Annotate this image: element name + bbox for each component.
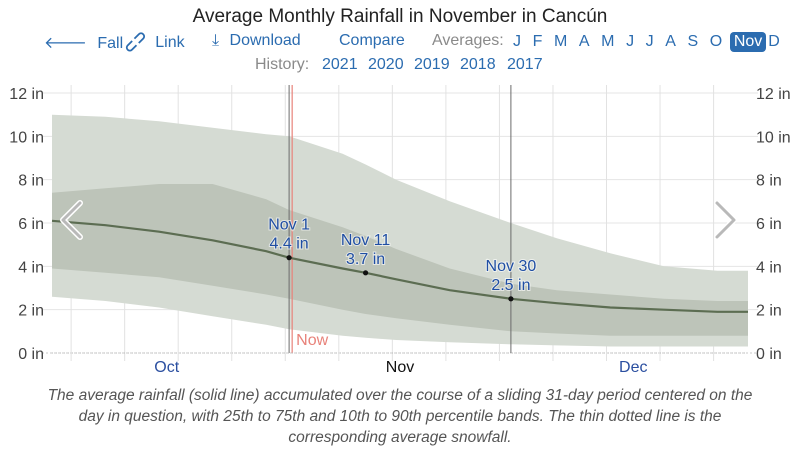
- month-label-nov: Nov: [386, 359, 414, 376]
- y-tick-label-right: 0 in: [756, 346, 782, 363]
- arrow-left-icon: 🡐: [44, 35, 87, 52]
- history-year-2020[interactable]: 2020: [368, 56, 404, 73]
- chevron-right-icon-outline: [714, 200, 737, 240]
- download-label: Download: [229, 32, 301, 49]
- month-link-10[interactable]: O: [709, 33, 723, 50]
- data-point: [286, 255, 292, 261]
- y-tick-label-right: 2 in: [756, 303, 782, 320]
- chevron-left-icon: [61, 201, 82, 239]
- percentile-bands: [52, 114, 748, 347]
- date-markers: Now: [288, 85, 512, 353]
- history-label: History:: [255, 56, 310, 73]
- now-label: Now: [296, 332, 328, 349]
- y-tick-label-right: 8 in: [756, 173, 782, 190]
- y-tick-label-right: 4 in: [756, 259, 782, 276]
- month-link-9[interactable]: S: [687, 33, 699, 50]
- history-year-2021[interactable]: 2021: [322, 56, 358, 73]
- annotation-date: Nov 1: [268, 217, 310, 234]
- axes: 0 in 0 in 2 in 2 in 4 in 4 in 6 in 6 in 8 in 8 in…: [9, 86, 790, 376]
- chart-navigation: [60, 200, 737, 240]
- month-link-3[interactable]: M: [553, 33, 568, 50]
- prev-period-button[interactable]: [60, 200, 83, 240]
- y-tick-label-left: 0 in: [18, 346, 44, 363]
- y-tick-label-left: 6 in: [18, 216, 44, 233]
- chevron-right-icon: [715, 201, 736, 239]
- next-period-button[interactable]: [714, 200, 737, 240]
- download-icon: ⤓: [212, 32, 220, 49]
- data-point: [508, 296, 514, 302]
- y-tick-label-right: 12 in: [756, 86, 791, 103]
- averages-label: Averages:: [432, 32, 504, 49]
- history-year-2019[interactable]: 2019: [414, 56, 450, 73]
- back-fall-link[interactable]: 🡐 Fall: [44, 32, 123, 53]
- link-button[interactable]: ⊂⊃ Link: [120, 27, 185, 58]
- download-button[interactable]: ⤓ Download: [212, 32, 301, 50]
- month-link-4[interactable]: A: [578, 33, 590, 50]
- month-label-dec: Dec: [619, 359, 647, 376]
- annotation-value: 2.5 in: [491, 277, 530, 294]
- annotation-value: 3.7 in: [346, 251, 385, 268]
- data-point: [362, 270, 369, 276]
- month-link-8[interactable]: A: [665, 33, 676, 50]
- page-title: Average Monthly Rainfall in November in …: [192, 6, 608, 27]
- band-25th-75th: [52, 184, 748, 336]
- history-year-2018[interactable]: 2018: [460, 56, 496, 73]
- chart-caption: The average rainfall (solid line) accumu…: [47, 387, 753, 446]
- rainfall-chart: Now 0 in 0 in 2 in 2 in 4 in 4 in 6 in 6 in 8 in…: [9, 85, 791, 376]
- back-fall-label: Fall: [97, 35, 124, 52]
- month-link-5[interactable]: M: [601, 33, 615, 50]
- month-links: J F M A M J J A S O Nov D: [513, 32, 791, 52]
- y-tick-label-left: 10 in: [9, 129, 44, 146]
- y-tick-label-left: 12 in: [9, 86, 44, 103]
- series-lines: [51, 219, 748, 354]
- y-tick-label-left: 2 in: [18, 303, 44, 320]
- annotations: Nov 1 4.4 in Nov 11 3.7 in Nov 30 2.5 in: [267, 216, 537, 302]
- y-tick-label-right: 6 in: [756, 216, 782, 233]
- month-link-1[interactable]: J: [513, 33, 521, 50]
- month-link-6[interactable]: J: [626, 33, 635, 50]
- annotation-date: Nov 11: [341, 232, 391, 249]
- y-tick-label-right: 10 in: [756, 129, 791, 146]
- annotation-date: Nov 30: [486, 258, 537, 275]
- y-tick-label-left: 4 in: [18, 259, 44, 276]
- month-link-7[interactable]: J: [645, 33, 654, 50]
- history-year-2017[interactable]: 2017: [507, 56, 543, 73]
- month-link-12[interactable]: D: [768, 33, 780, 50]
- band-10th-90th: [52, 114, 748, 347]
- y-tick-label-left: 8 in: [18, 173, 44, 190]
- compare-link[interactable]: Compare: [339, 32, 405, 49]
- month-link-11[interactable]: Nov: [729, 32, 767, 52]
- month-label-oct: Oct: [154, 359, 179, 376]
- mean-rainfall-line: [51, 219, 748, 313]
- month-link-2[interactable]: F: [532, 33, 543, 50]
- annotation-value: 4.4 in: [270, 236, 309, 253]
- link-label: Link: [155, 34, 185, 51]
